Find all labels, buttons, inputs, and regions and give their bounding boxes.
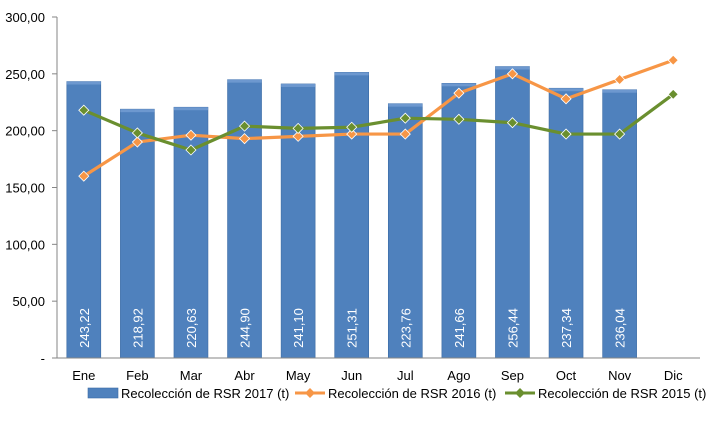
line-2016 [82,58,675,178]
bar-data-label: 241,10 [291,308,306,348]
marker-2015-sep [506,117,519,129]
y-tick-label: 50,00 [12,294,45,309]
y-tick-label: 100,00 [5,237,45,252]
marker-2015-nov [614,128,626,140]
bar-data-labels: 243,22 218,92 220,63 244,90 241,10 251,31 223,… [77,308,628,348]
bar-highlight [120,109,155,113]
x-tick-label: Nov [608,368,632,383]
marker-2015-jun [346,121,358,133]
x-tick-label: Sep [501,368,524,383]
bar-highlight [334,72,369,76]
y-tick-label: 200,00 [5,124,45,139]
marker-2016-ene [78,170,90,182]
line-2015 [82,92,675,152]
x-tick-label: Dic [664,368,683,383]
x-tick-label: Abr [234,368,255,383]
bar-data-label: 256,44 [505,308,520,348]
marker-2015-may [292,122,304,134]
marker-2016-dic [667,54,679,66]
marker-2016-oct [560,93,572,105]
bar-highlight [495,66,530,70]
line-series [78,54,679,182]
legend: Recolección de RSR 2017 (t) Recolección d… [87,386,706,401]
marker-2016-feb [131,136,143,148]
bar-ene [66,81,102,359]
y-tick-label: - [41,351,45,366]
bar-data-label: 237,34 [559,308,574,348]
x-tick-label: Oct [556,368,577,383]
x-tick-label: Ago [447,368,470,383]
y-tick-label: 150,00 [5,181,45,196]
marker-2015-oct [560,128,572,140]
marker-2015-ene [78,104,90,116]
marker-2015-feb [131,127,143,139]
marker-2016-ago [453,87,465,99]
bar-jul [387,103,423,359]
y-axis: - 50,00 100,00 150,00 200,00 250,00 300,00 [5,10,58,366]
bar-data-label: 218,92 [130,308,145,348]
marker-2016-jun [346,128,358,140]
marker-2015-jul [399,112,411,124]
bar-highlight [227,79,262,83]
bar-series-2017 [66,66,637,359]
bar-highlight [388,103,423,107]
marker-2015-abr [238,120,251,132]
y-tick-label: 250,00 [5,67,45,82]
x-tick-label: Mar [180,368,203,383]
legend-label: Recolección de RSR 2016 (t) [328,386,496,401]
bar-highlight [66,81,101,85]
bar-highlight [602,89,637,93]
x-tick-label: Jul [397,368,414,383]
marker-2016-mar [185,129,197,141]
marker-2015-ago [453,113,465,125]
marker-2016-sep [506,68,519,80]
bar-jun [334,72,370,359]
x-axis: Ene Feb Mar Abr May Jun Jul Ago Sep Oct Nov Dic [57,357,700,383]
bar-highlight [549,88,584,92]
bar-data-label: 220,63 [184,308,199,348]
bar-highlight [441,83,476,87]
marker-2016-jul [399,128,411,140]
marker-2016-abr [238,133,251,145]
bar-data-label: 223,76 [398,308,413,348]
x-tick-label: Feb [126,368,148,383]
bar-data-label: 244,90 [238,308,253,348]
bar-data-label: 243,22 [77,308,92,348]
marker-2016-may [292,130,304,142]
x-tick-label: May [286,368,311,383]
bar-data-label: 251,31 [345,308,360,348]
bar-data-label: 241,66 [452,308,467,348]
legend-label: Recolección de RSR 2015 (t) [538,386,706,401]
x-tick-label: Ene [72,368,95,383]
legend-swatch-2017 [87,387,119,399]
y-tick-label: 300,00 [5,10,45,25]
marker-2015-dic [667,88,679,100]
marker-2016-nov [614,73,626,86]
marker-2015-mar [185,144,197,156]
x-tick-label: Jun [341,368,362,383]
legend-marker-2016 [305,388,315,398]
bar-highlight [281,83,316,87]
bar-sep [495,66,530,359]
bar-data-label: 236,04 [613,308,628,348]
legend-label: Recolección de RSR 2017 (t) [121,386,289,401]
bar-highlight [173,107,208,111]
legend-marker-2015 [515,388,525,398]
